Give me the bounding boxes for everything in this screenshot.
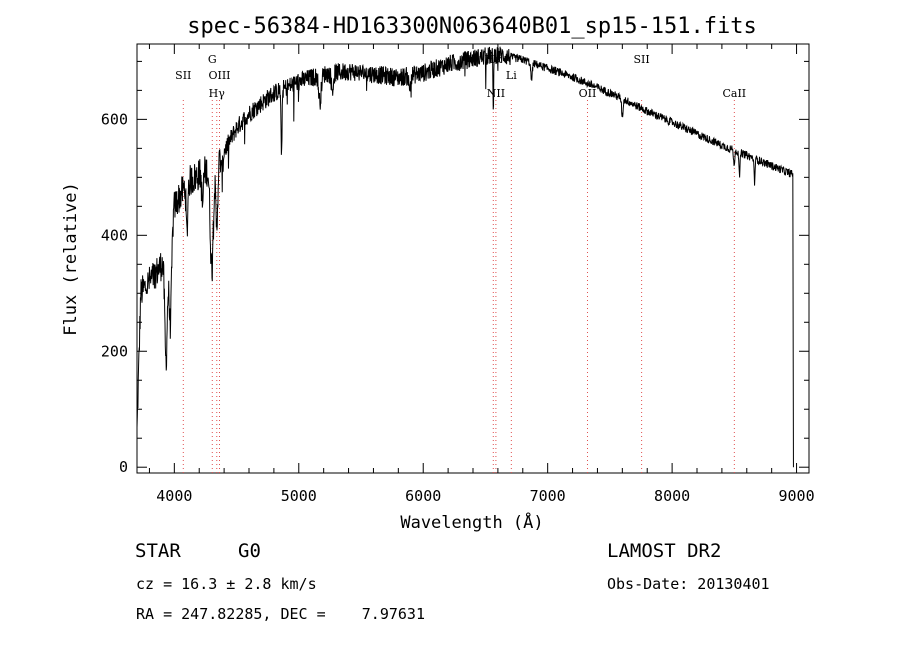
line-label: OII	[579, 87, 597, 100]
observation-date: Obs-Date: 20130401	[607, 575, 770, 593]
x-tick-label: 7000	[530, 487, 566, 505]
line-label: G	[208, 53, 217, 66]
y-tick-label: 0	[119, 458, 128, 476]
survey-name: LAMOST DR2	[607, 540, 722, 562]
coordinates: RA = 247.82285, DEC = 7.97631	[136, 605, 425, 623]
x-tick-label: 8000	[654, 487, 690, 505]
y-tick-label: 600	[101, 110, 128, 128]
axis-ticks: 4000 5000 6000 7000 8000 9000 0 200 400 600	[101, 44, 815, 505]
redshift-cz: cz = 16.3 ± 2.8 km/s	[136, 575, 317, 593]
line-label: SII	[175, 69, 191, 82]
x-tick-label: 4000	[156, 487, 192, 505]
y-tick-label: 400	[101, 226, 128, 244]
plot-frame	[136, 43, 810, 474]
line-label: Hγ	[209, 87, 226, 100]
chart-title: spec-56384-HD163300N063640B01_sp15-151.f…	[187, 14, 757, 39]
x-axis-label: Wavelength (Å)	[400, 511, 543, 533]
spectrum-line	[136, 46, 794, 468]
x-tick-label: 9000	[778, 487, 814, 505]
line-label: NII	[487, 87, 505, 100]
line-label: OIII	[208, 69, 230, 82]
object-class: STAR	[135, 540, 181, 562]
x-tick-label: 6000	[405, 487, 441, 505]
object-subclass: G0	[238, 540, 261, 562]
line-label: CaII	[722, 87, 746, 100]
line-label: Li	[506, 69, 517, 82]
y-axis-label: Flux (relative)	[61, 182, 81, 336]
x-tick-label: 5000	[281, 487, 317, 505]
y-tick-label: 200	[101, 342, 128, 360]
line-label: SII	[634, 53, 650, 66]
